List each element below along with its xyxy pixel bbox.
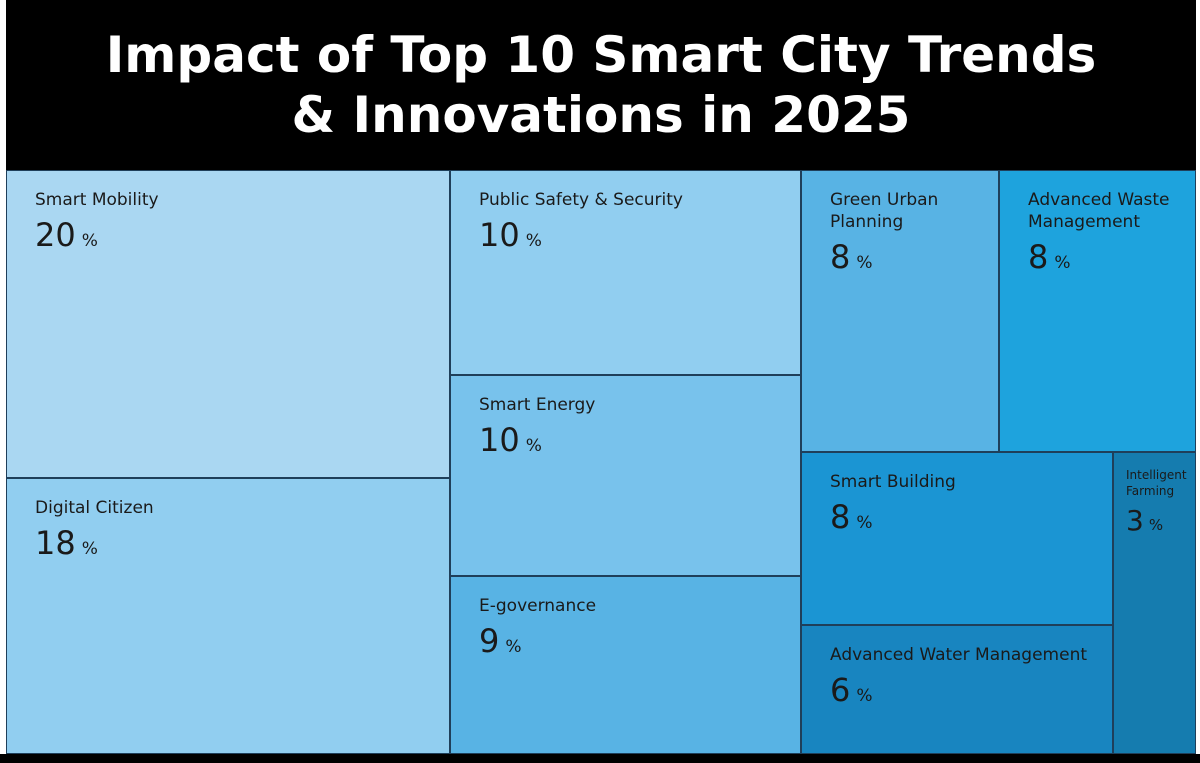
tile-name: Advanced Waste Management xyxy=(1028,190,1170,232)
tile-value-number: 10 xyxy=(479,421,520,459)
chart-title: Impact of Top 10 Smart City Trends & Inn… xyxy=(105,26,1097,144)
tile-value-unit: % xyxy=(525,436,542,456)
tile-value-number: 8 xyxy=(830,238,851,276)
tile-label: E-governance 9% xyxy=(479,595,790,667)
tile-green-urban-planning: Green Urban Planning 8% xyxy=(801,170,999,452)
tile-label: Smart Energy 10% xyxy=(479,394,790,466)
tile-value-unit: % xyxy=(525,231,542,251)
tile-value-number: 10 xyxy=(479,216,520,254)
tile-value-unit: % xyxy=(1148,516,1164,534)
tile-name: Smart Energy xyxy=(479,395,596,415)
tile-value-unit: % xyxy=(856,513,873,533)
tile-value: 18% xyxy=(35,523,439,569)
tile-smart-mobility: Smart Mobility 20% xyxy=(6,170,450,478)
tile-value-number: 20 xyxy=(35,216,76,254)
tile-value: 8% xyxy=(830,237,988,283)
tile-value: 20% xyxy=(35,215,439,261)
tile-label: Digital Citizen 18% xyxy=(35,497,439,569)
tile-intelligent-farming: Intelligent Farming 3% xyxy=(1113,452,1196,754)
tile-value: 10% xyxy=(479,215,790,261)
tile-value: 10% xyxy=(479,420,790,466)
chart-header: Impact of Top 10 Smart City Trends & Inn… xyxy=(6,0,1196,170)
tile-label: Green Urban Planning 8% xyxy=(830,189,988,283)
tile-value: 6% xyxy=(830,670,1102,716)
tile-value: 3% xyxy=(1126,503,1185,543)
footer-bar xyxy=(0,754,1200,763)
tile-name: Smart Building xyxy=(830,472,956,492)
tile-label: Smart Building 8% xyxy=(830,471,1102,543)
tile-value-unit: % xyxy=(1054,253,1071,273)
tile-advanced-water-management: Advanced Water Management 6% xyxy=(801,625,1113,754)
tile-value-number: 18 xyxy=(35,524,76,562)
tile-label: Intelligent Farming 3% xyxy=(1126,467,1187,543)
tile-advanced-waste-management: Advanced Waste Management 8% xyxy=(999,170,1196,452)
tile-value-unit: % xyxy=(505,637,522,657)
tile-value-number: 9 xyxy=(479,622,500,660)
tile-label: Advanced Waste Management 8% xyxy=(1028,189,1185,283)
tile-smart-building: Smart Building 8% xyxy=(801,452,1113,625)
tile-name: Public Safety & Security xyxy=(479,190,683,210)
tile-digital-citizen: Digital Citizen 18% xyxy=(6,478,450,754)
tile-value-unit: % xyxy=(81,539,98,559)
tile-smart-energy: Smart Energy 10% xyxy=(450,375,801,576)
tile-value-unit: % xyxy=(856,686,873,706)
tile-name: Advanced Water Management xyxy=(830,645,1088,665)
tile-name: Digital Citizen xyxy=(35,498,154,518)
tile-name: E-governance xyxy=(479,596,597,616)
tile-value-number: 8 xyxy=(1028,238,1049,276)
tile-e-governance: E-governance 9% xyxy=(450,576,801,754)
tile-value: 9% xyxy=(479,621,790,667)
tile-label: Advanced Water Management 6% xyxy=(830,644,1102,716)
tile-label: Smart Mobility 20% xyxy=(35,189,439,261)
tile-name: Green Urban Planning xyxy=(830,190,939,232)
tile-name: Intelligent Farming xyxy=(1126,468,1187,498)
tile-value-number: 8 xyxy=(830,498,851,536)
tile-value-unit: % xyxy=(81,231,98,251)
tile-value-number: 6 xyxy=(830,671,851,709)
tile-value: 8% xyxy=(830,497,1102,543)
tile-value-unit: % xyxy=(856,253,873,273)
tile-value-number: 3 xyxy=(1126,504,1144,537)
tile-public-safety-security: Public Safety & Security 10% xyxy=(450,170,801,375)
treemap-chart: Smart Mobility 20% Digital Citizen 18% Publi… xyxy=(6,170,1196,754)
tile-name: Smart Mobility xyxy=(35,190,159,210)
tile-label: Public Safety & Security 10% xyxy=(479,189,790,261)
tile-value: 8% xyxy=(1028,237,1185,283)
